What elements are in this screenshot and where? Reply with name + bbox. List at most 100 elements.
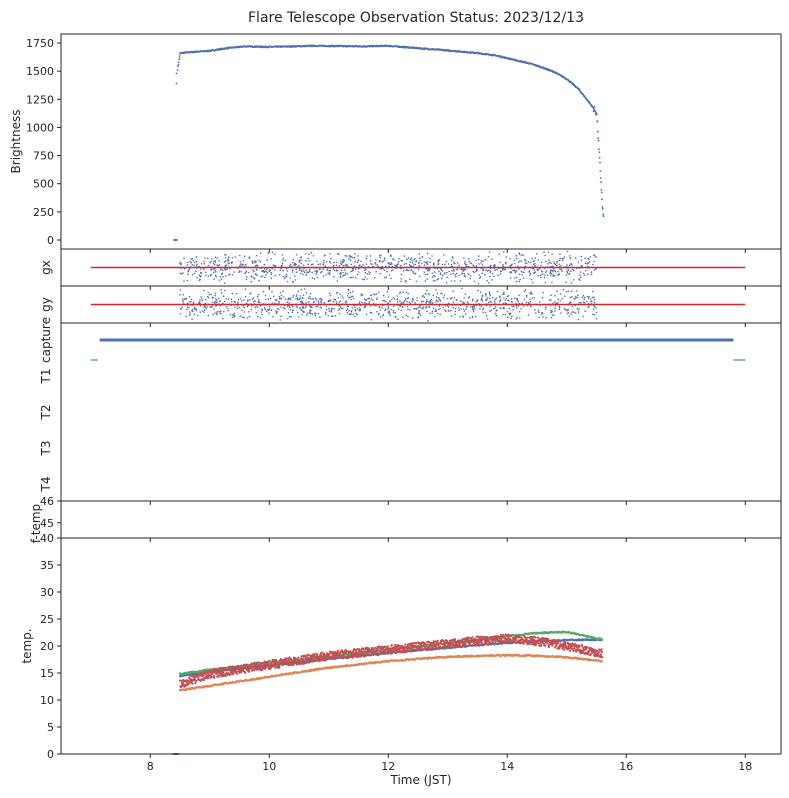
gx-point <box>190 258 192 260</box>
gx-point <box>325 274 327 276</box>
gx-point <box>345 263 348 266</box>
gy-point <box>582 315 584 318</box>
gy-point <box>314 314 317 317</box>
gx-point <box>338 265 341 267</box>
gx-point <box>209 262 211 264</box>
gy-point <box>493 300 496 303</box>
gx-point <box>492 272 494 275</box>
gx-point <box>241 265 243 267</box>
gx-point <box>213 263 216 266</box>
gy-point <box>248 311 250 313</box>
gx-point <box>205 271 207 274</box>
gx-point <box>544 274 546 276</box>
gx-point <box>590 271 593 273</box>
gy-point <box>351 290 354 293</box>
brightness-point <box>595 113 598 115</box>
gx-point <box>487 269 490 272</box>
gy-point <box>472 307 474 310</box>
gx-point <box>238 271 240 274</box>
gy-point <box>454 313 456 316</box>
gx-point <box>475 269 478 272</box>
gx-point <box>238 270 241 272</box>
gy-point <box>397 308 400 310</box>
gy-point <box>182 299 184 302</box>
gy-point <box>567 308 570 311</box>
gx-point <box>387 262 389 264</box>
gx-point <box>433 274 435 277</box>
gx-point <box>553 269 556 272</box>
gx-point <box>336 280 339 282</box>
gx-point <box>266 259 269 262</box>
gx-point <box>423 261 426 263</box>
gy-point <box>486 297 489 299</box>
gx-point <box>365 257 368 260</box>
gy-point <box>275 312 278 315</box>
gx-point <box>522 254 524 256</box>
gy-point <box>311 298 313 300</box>
gx-point <box>329 261 332 264</box>
gy-point <box>282 290 284 292</box>
gx-point <box>376 264 379 266</box>
gx-point <box>357 259 360 262</box>
gx-point <box>245 276 248 278</box>
gy-point <box>485 299 488 302</box>
gx-point <box>348 254 351 257</box>
gy-point <box>264 308 267 311</box>
gy-point <box>201 310 204 312</box>
gx-point <box>342 261 345 263</box>
gx-point <box>518 252 521 254</box>
gy-point <box>368 300 371 303</box>
gx-point <box>210 269 213 271</box>
gx-point <box>258 259 260 262</box>
gy-point <box>439 307 441 310</box>
gx-point <box>281 262 284 265</box>
gy-point <box>545 308 547 310</box>
gx-point <box>482 260 485 263</box>
gy-point <box>396 298 399 300</box>
gy-point <box>349 313 352 316</box>
gy-point <box>449 297 452 300</box>
gx-point <box>289 263 292 266</box>
gx-point <box>478 277 481 280</box>
gx-point <box>299 272 302 275</box>
gy-point <box>288 302 291 304</box>
gy-point <box>444 310 447 313</box>
gx-point <box>519 260 521 262</box>
gy-point <box>280 306 282 308</box>
gx-point <box>407 257 410 259</box>
gx-point <box>497 274 499 277</box>
gx-ylabel: gx <box>39 260 53 275</box>
gy-point <box>481 300 484 302</box>
gy-point <box>508 307 511 310</box>
gx-point <box>584 257 586 260</box>
gx-point <box>282 257 285 260</box>
gx-point <box>305 260 307 262</box>
status-ytick-label: T4 <box>39 477 53 493</box>
gx-point <box>579 274 581 276</box>
gy-point <box>566 312 569 315</box>
gx-point <box>414 263 417 266</box>
gy-point <box>385 300 387 303</box>
gx-point <box>234 256 236 259</box>
gy-point <box>284 307 286 310</box>
gx-point <box>386 270 388 273</box>
gx-point <box>292 281 294 284</box>
gy-point <box>545 306 547 309</box>
gy-point <box>427 320 430 322</box>
gx-point <box>390 262 393 264</box>
gx-point <box>196 263 198 266</box>
brightness-point <box>176 239 178 241</box>
gy-point <box>179 289 182 291</box>
gy-point <box>499 307 502 309</box>
gy-point <box>570 290 573 293</box>
gy-point <box>578 308 580 310</box>
gy-point <box>254 306 256 309</box>
gx-point <box>458 264 460 267</box>
gx-point <box>554 263 557 266</box>
gx-point <box>211 258 213 260</box>
gy-point <box>495 314 498 317</box>
gx-point <box>267 252 270 254</box>
gy-point <box>307 297 310 300</box>
gx-point <box>559 268 561 271</box>
